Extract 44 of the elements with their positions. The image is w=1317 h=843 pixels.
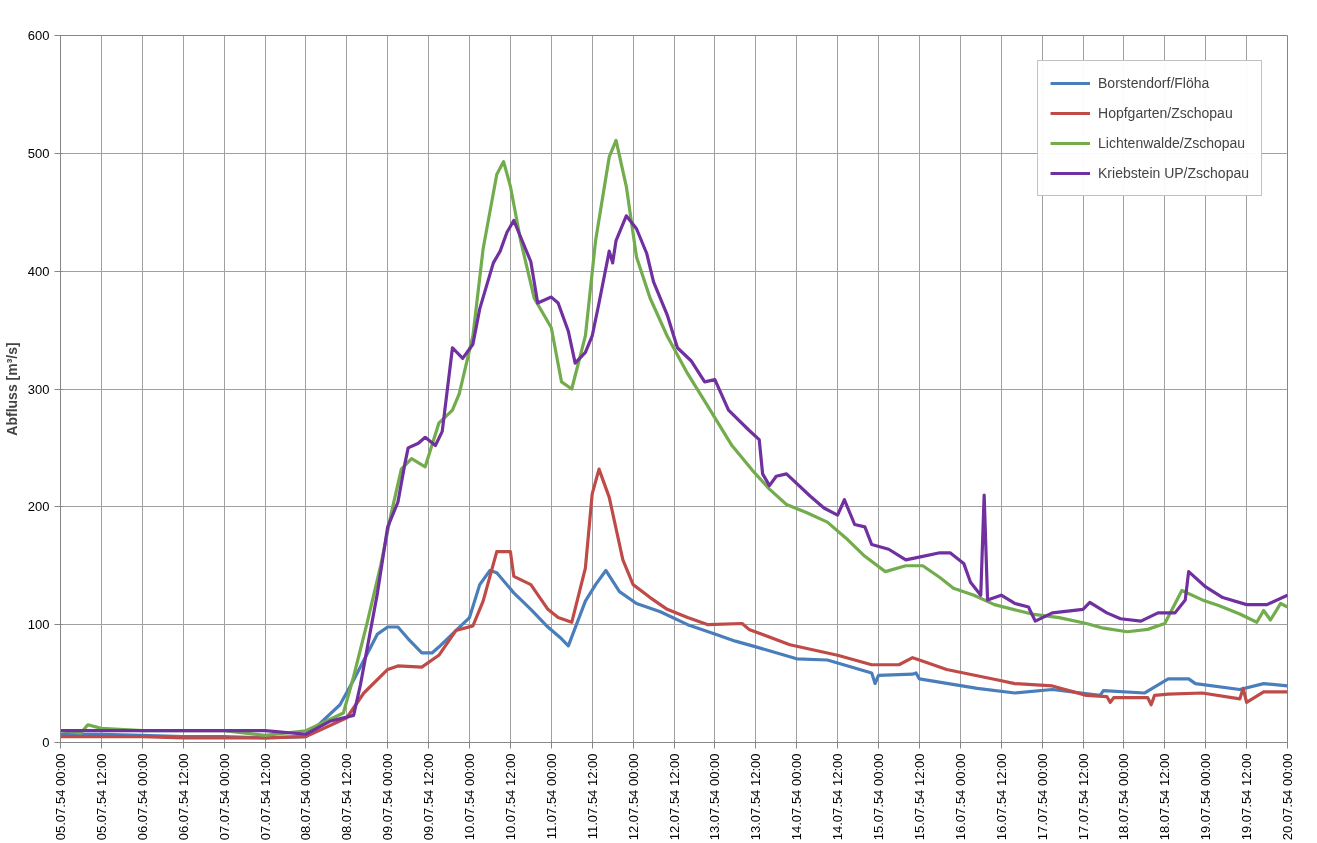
- x-tick-label: 15.07.54 12:00: [911, 753, 927, 841]
- x-tick-label: 15.07.54 00:00: [871, 753, 886, 841]
- y-tick-label: 500: [27, 145, 50, 161]
- x-tick-label: 17.07.54 00:00: [1034, 753, 1050, 841]
- x-tick-label: 19.07.54 00:00: [1198, 753, 1214, 841]
- x-tick-label: 18.07.54 00:00: [1116, 753, 1132, 841]
- x-tick-label: 10.07.54 12:00: [502, 753, 518, 841]
- x-tick-label: 14.07.54 00:00: [789, 753, 805, 841]
- x-tick-label: 16.07.54 12:00: [993, 753, 1009, 841]
- x-tick-label: 13.07.54 00:00: [707, 753, 723, 841]
- x-tick-label: 20.07.54 00:00: [1280, 753, 1295, 841]
- y-tick-label: 100: [27, 617, 50, 633]
- legend-label: Hopfgarten/Zschopau: [1098, 105, 1233, 121]
- x-tick-label: 12.07.54 00:00: [625, 753, 641, 841]
- x-tick-label: 08.07.54 00:00: [298, 753, 314, 841]
- x-tick-label: 12.07.54 12:00: [666, 753, 682, 841]
- y-tick-label: 200: [27, 499, 50, 515]
- x-tick-label: 06.07.54 00:00: [134, 753, 150, 841]
- x-tick-label: 05.07.54 00:00: [53, 753, 68, 841]
- x-tick-label: 09.07.54 00:00: [380, 753, 396, 841]
- x-tick-label: 06.07.54 12:00: [175, 753, 191, 841]
- legend-label: Borstendorf/Flöha: [1098, 75, 1210, 91]
- x-tick-label: 08.07.54 12:00: [339, 753, 355, 841]
- x-tick-label: 16.07.54 00:00: [952, 753, 968, 841]
- y-axis-title: Abfluss [m³/s]: [3, 342, 20, 436]
- legend-label: Kriebstein UP/Zschopau: [1098, 165, 1249, 181]
- y-tick-label: 0: [42, 735, 50, 750]
- y-tick-label: 400: [27, 263, 50, 279]
- legend-label: Lichtenwalde/Zschopau: [1098, 135, 1246, 151]
- x-tick-label: 14.07.54 12:00: [830, 753, 846, 841]
- x-tick-label: 09.07.54 12:00: [421, 753, 437, 841]
- x-tick-label: 11.07.54 12:00: [584, 753, 600, 840]
- x-tick-label: 10.07.54 00:00: [462, 753, 477, 841]
- line-series: [60, 467, 1288, 740]
- y-tick-label: 600: [27, 28, 50, 43]
- x-tick-label: 17.07.54 12:00: [1075, 753, 1091, 841]
- x-tick-label: 07.07.54 00:00: [216, 753, 232, 841]
- x-tick-label: 13.07.54 12:00: [748, 753, 764, 841]
- x-tick-label: 07.07.54 12:00: [257, 753, 273, 841]
- x-tick-label: 19.07.54 12:00: [1239, 753, 1255, 841]
- x-tick-label: 05.07.54 12:00: [93, 753, 109, 841]
- x-tick-label: 11.07.54 00:00: [543, 753, 559, 840]
- x-tick-label: 18.07.54 12:00: [1157, 753, 1173, 841]
- y-tick-label: 300: [27, 381, 50, 397]
